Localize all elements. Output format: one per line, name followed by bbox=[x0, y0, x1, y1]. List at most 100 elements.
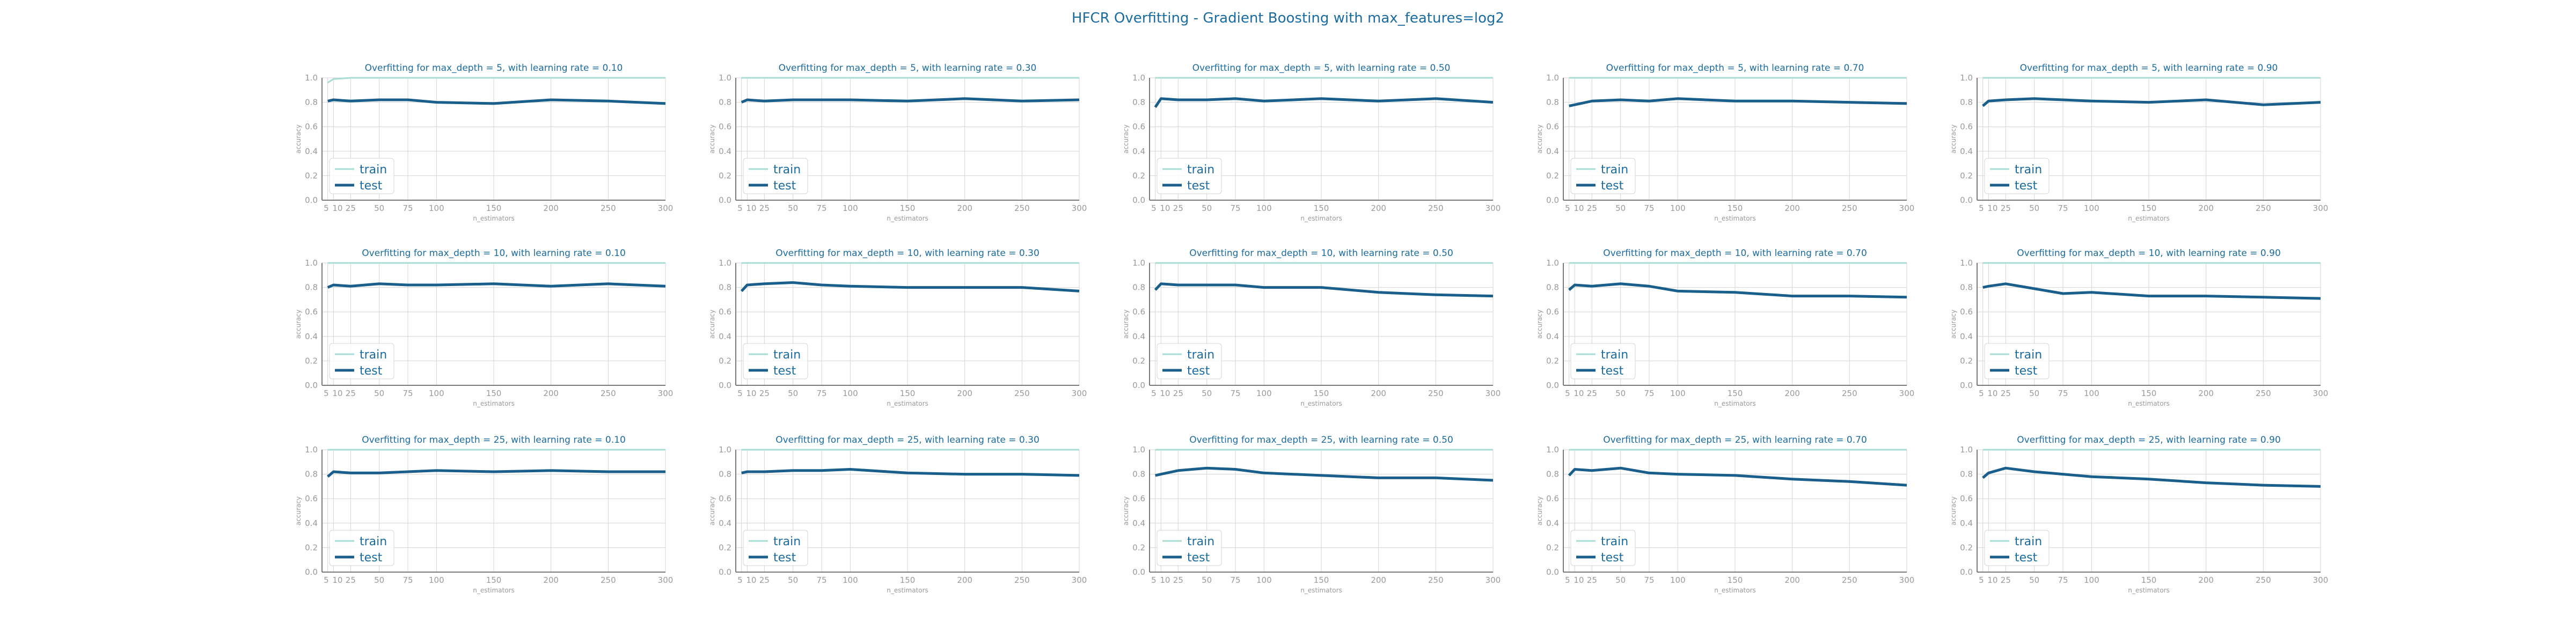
chart-2-legend-label-train: train bbox=[1187, 163, 1214, 177]
chart-9: Overfitting for max_depth = 10, with lea… bbox=[1950, 248, 2328, 407]
chart-10-xtick-4: 75 bbox=[402, 575, 413, 585]
chart-11-xtick-0: 5 bbox=[737, 575, 743, 585]
chart-10-ytick-3: 0.6 bbox=[305, 494, 318, 503]
chart-1-xtick-3: 50 bbox=[788, 203, 798, 213]
chart-8-ytick-0: 0.0 bbox=[1546, 380, 1559, 390]
chart-4-xtick-8: 250 bbox=[2256, 203, 2271, 213]
chart-10-xtick-9: 300 bbox=[658, 575, 674, 585]
chart-5-xtick-8: 250 bbox=[601, 389, 616, 398]
chart-11-ytick-2: 0.4 bbox=[719, 518, 731, 528]
chart-3-ylabel: accuracy bbox=[1536, 125, 1543, 153]
chart-8-ytick-4: 0.8 bbox=[1546, 283, 1559, 292]
chart-9-ytick-0: 0.0 bbox=[1960, 380, 1973, 390]
chart-13-legend-label-test: test bbox=[1601, 551, 1624, 565]
chart-2-xlabel: n_estimators bbox=[1300, 215, 1342, 222]
chart-4-ytick-2: 0.4 bbox=[1960, 147, 1973, 156]
chart-10-ytick-0: 0.0 bbox=[305, 567, 318, 577]
chart-11-ytick-0: 0.0 bbox=[719, 567, 731, 577]
chart-0-xtick-7: 200 bbox=[543, 203, 559, 213]
chart-11: Overfitting for max_depth = 25, with lea… bbox=[708, 435, 1087, 594]
chart-9-xtick-1: 10 bbox=[1987, 389, 1997, 398]
chart-5-ytick-4: 0.8 bbox=[305, 283, 318, 292]
chart-11-xtick-1: 10 bbox=[746, 575, 756, 585]
chart-13-xtick-4: 75 bbox=[1644, 575, 1654, 585]
chart-0-ytick-1: 0.2 bbox=[305, 171, 318, 180]
chart-8-xtick-9: 300 bbox=[1899, 389, 1915, 398]
chart-5-xtick-1: 10 bbox=[332, 389, 342, 398]
chart-8-xtick-4: 75 bbox=[1644, 389, 1654, 398]
chart-9-ytick-5: 1.0 bbox=[1960, 258, 1973, 268]
chart-8-ylabel: accuracy bbox=[1536, 310, 1543, 339]
chart-2-xtick-5: 100 bbox=[1256, 203, 1272, 213]
chart-11-legend-label-test: test bbox=[773, 551, 796, 565]
chart-12-title: Overfitting for max_depth = 25, with lea… bbox=[1189, 435, 1453, 445]
chart-1-xtick-6: 150 bbox=[900, 203, 916, 213]
chart-1-xtick-0: 5 bbox=[737, 203, 743, 213]
chart-0-xtick-4: 75 bbox=[402, 203, 413, 213]
subplot-grid: Overfitting for max_depth = 5, with lear… bbox=[295, 63, 2328, 594]
chart-8-xtick-1: 10 bbox=[1574, 389, 1584, 398]
chart-6-xtick-0: 5 bbox=[737, 389, 743, 398]
chart-4-legend-label-test: test bbox=[2015, 179, 2038, 193]
chart-2-title: Overfitting for max_depth = 5, with lear… bbox=[1192, 63, 1451, 74]
chart-10-ytick-1: 0.2 bbox=[305, 543, 318, 552]
chart-6-ytick-1: 0.2 bbox=[719, 356, 731, 365]
chart-7-ytick-2: 0.4 bbox=[1132, 332, 1145, 341]
chart-0-title: Overfitting for max_depth = 5, with lear… bbox=[365, 63, 623, 74]
chart-13-xtick-7: 200 bbox=[1784, 575, 1800, 585]
chart-8-xtick-2: 25 bbox=[1587, 389, 1597, 398]
chart-13-xtick-2: 25 bbox=[1587, 575, 1597, 585]
chart-6-legend-label-test: test bbox=[773, 364, 796, 378]
chart-0-xtick-3: 50 bbox=[374, 203, 384, 213]
chart-14-xtick-4: 75 bbox=[2058, 575, 2068, 585]
chart-12-xlabel: n_estimators bbox=[1300, 587, 1342, 594]
chart-0-series-test bbox=[327, 98, 666, 105]
chart-6-ytick-0: 0.0 bbox=[719, 380, 731, 390]
chart-1-xtick-9: 300 bbox=[1072, 203, 1087, 213]
chart-13-xtick-0: 5 bbox=[1565, 575, 1570, 585]
chart-14-ytick-1: 0.2 bbox=[1960, 543, 1973, 552]
chart-1-series-test bbox=[741, 97, 1080, 104]
chart-4-series-test bbox=[1982, 97, 2321, 107]
chart-12-ylabel: accuracy bbox=[1122, 496, 1130, 525]
chart-9-ylabel: accuracy bbox=[1950, 310, 1957, 339]
chart-0-xtick-1: 10 bbox=[332, 203, 342, 213]
chart-0-xlabel: n_estimators bbox=[473, 215, 515, 222]
chart-5-ylabel: accuracy bbox=[295, 310, 302, 339]
chart-0-xtick-5: 100 bbox=[429, 203, 444, 213]
chart-8-xtick-7: 200 bbox=[1784, 389, 1800, 398]
chart-13-xtick-3: 50 bbox=[1615, 575, 1626, 585]
chart-7-legend-label-test: test bbox=[1187, 364, 1210, 378]
chart-11-ytick-1: 0.2 bbox=[719, 543, 731, 552]
chart-14-xtick-9: 300 bbox=[2313, 575, 2329, 585]
chart-9-xlabel: n_estimators bbox=[2128, 400, 2170, 407]
chart-11-ytick-3: 0.6 bbox=[719, 494, 731, 503]
chart-1-xtick-4: 75 bbox=[816, 203, 826, 213]
chart-13-xtick-5: 100 bbox=[1670, 575, 1686, 585]
chart-1-ytick-1: 0.2 bbox=[719, 171, 731, 180]
chart-4-xtick-7: 200 bbox=[2198, 203, 2214, 213]
chart-1-xtick-8: 250 bbox=[1014, 203, 1030, 213]
chart-0-series-train bbox=[327, 77, 665, 84]
chart-9-legend-label-train: train bbox=[2015, 348, 2042, 362]
chart-12-ytick-4: 0.8 bbox=[1132, 470, 1145, 479]
chart-12-xtick-0: 5 bbox=[1151, 575, 1157, 585]
chart-14-ytick-5: 1.0 bbox=[1960, 445, 1973, 455]
chart-5-ytick-2: 0.4 bbox=[305, 332, 318, 341]
chart-3: Overfitting for max_depth = 5, with lear… bbox=[1536, 63, 1914, 222]
chart-5-ytick-1: 0.2 bbox=[305, 356, 318, 365]
chart-3-ytick-1: 0.2 bbox=[1546, 171, 1559, 180]
chart-13-ytick-2: 0.4 bbox=[1546, 518, 1559, 528]
chart-4-xtick-1: 10 bbox=[1987, 203, 1997, 213]
chart-6-ylabel: accuracy bbox=[708, 310, 716, 339]
chart-1-xtick-7: 200 bbox=[957, 203, 972, 213]
chart-2-xtick-6: 150 bbox=[1314, 203, 1329, 213]
chart-5-title: Overfitting for max_depth = 10, with lea… bbox=[362, 248, 626, 259]
chart-6-title: Overfitting for max_depth = 10, with lea… bbox=[775, 248, 1040, 259]
chart-5-xtick-7: 200 bbox=[543, 389, 559, 398]
chart-2-xtick-8: 250 bbox=[1428, 203, 1444, 213]
chart-1-ytick-0: 0.0 bbox=[719, 195, 731, 205]
chart-12-xtick-7: 200 bbox=[1371, 575, 1386, 585]
chart-4-xtick-0: 5 bbox=[1979, 203, 1984, 213]
